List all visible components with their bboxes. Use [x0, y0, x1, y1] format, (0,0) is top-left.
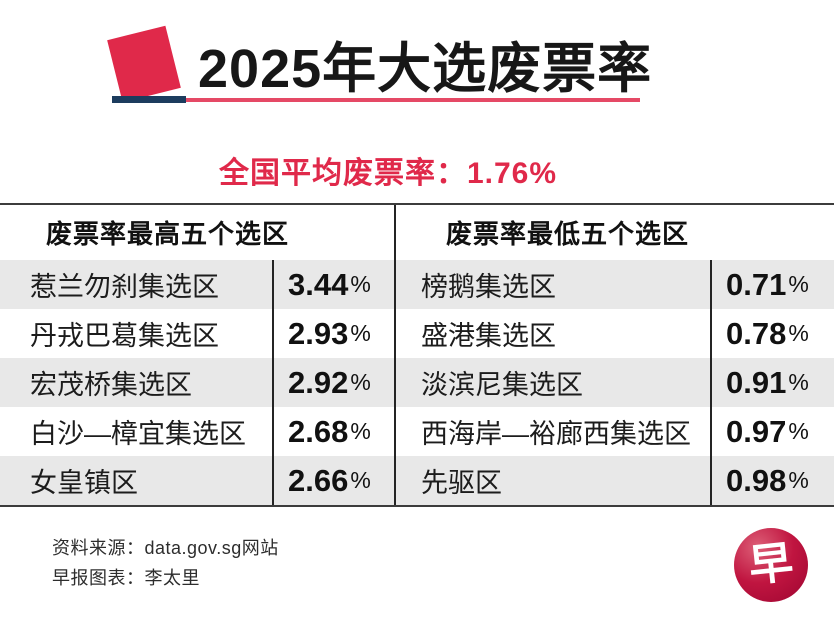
title-underline: [112, 98, 640, 102]
table-row: 西海岸—裕廊西集选区 0.97%: [396, 407, 834, 456]
table-row: 先驱区 0.98%: [396, 456, 834, 505]
percent-sign: %: [350, 369, 371, 395]
rate-number: 0.71: [726, 266, 787, 302]
table-row: 白沙—樟宜集选区 2.68%: [0, 407, 394, 456]
zaobao-logo: 早: [734, 528, 808, 602]
constituency-name: 西海岸—裕廊西集选区: [421, 419, 691, 449]
rate-number: 2.68: [288, 413, 349, 449]
rate-cell: 0.91%: [710, 358, 834, 407]
rate-cell: 2.92%: [272, 358, 394, 407]
percent-sign: %: [350, 467, 371, 493]
national-average-value: 1.76%: [466, 157, 558, 190]
rate-cell: 2.68%: [272, 407, 394, 456]
rate-cell: 0.98%: [710, 456, 834, 505]
ballot-box-slot-icon: [112, 96, 186, 103]
data-source-line: 资料来源：data.gov.sg网站: [52, 538, 279, 558]
percent-sign: %: [350, 271, 371, 297]
zaobao-logo-character: 早: [746, 537, 796, 592]
rate-cell: 0.97%: [710, 407, 834, 456]
table-row: 惹兰勿刹集选区 3.44%: [0, 260, 394, 309]
rate-number: 3.44: [288, 266, 349, 302]
percent-sign: %: [788, 467, 809, 493]
rate-cell: 2.66%: [272, 456, 394, 505]
rate-cell: 0.71%: [710, 260, 834, 309]
constituency-name: 榜鹅集选区: [421, 272, 556, 302]
lowest-rates-column: 废票率最低五个选区 榜鹅集选区 0.71% 盛港集选区 0.78% 淡滨尼集选区…: [396, 205, 834, 505]
percent-sign: %: [350, 418, 371, 444]
percent-sign: %: [788, 320, 809, 346]
constituency-name: 先驱区: [421, 468, 502, 498]
table-row: 淡滨尼集选区 0.91%: [396, 358, 834, 407]
page-title: 2025年大选废票率: [198, 39, 653, 99]
highest-rates-header: 废票率最高五个选区: [46, 219, 290, 249]
percent-sign: %: [788, 418, 809, 444]
footer-credits: 资料来源：data.gov.sg网站 早报图表：李太里: [52, 533, 279, 593]
lowest-rates-header: 废票率最低五个选区: [446, 219, 690, 249]
constituency-name: 丹戎巴葛集选区: [30, 321, 219, 351]
percent-sign: %: [788, 271, 809, 297]
table-row: 宏茂桥集选区 2.92%: [0, 358, 394, 407]
constituency-name: 淡滨尼集选区: [421, 370, 583, 400]
table-row: 榜鹅集选区 0.71%: [396, 260, 834, 309]
rate-cell: 2.93%: [272, 309, 394, 358]
national-average-label: 全国平均废票率：: [218, 157, 467, 190]
rate-number: 0.98: [726, 462, 787, 498]
spoiled-vote-table: 废票率最高五个选区 惹兰勿刹集选区 3.44% 丹戎巴葛集选区 2.93% 宏茂…: [0, 203, 834, 507]
table-row: 女皇镇区 2.66%: [0, 456, 394, 505]
rate-number: 0.78: [726, 315, 787, 351]
rate-cell: 0.78%: [710, 309, 834, 358]
ballot-paper-icon: [107, 25, 181, 103]
rate-cell: 3.44%: [272, 260, 394, 309]
constituency-name: 白沙—樟宜集选区: [30, 419, 246, 449]
constituency-name: 宏茂桥集选区: [30, 370, 192, 400]
constituency-name: 盛港集选区: [421, 321, 556, 351]
national-average-line: 全国平均废票率：1.76%: [0, 148, 776, 192]
constituency-name: 惹兰勿刹集选区: [30, 272, 219, 302]
table-row: 丹戎巴葛集选区 2.93%: [0, 309, 394, 358]
highest-rates-column: 废票率最高五个选区 惹兰勿刹集选区 3.44% 丹戎巴葛集选区 2.93% 宏茂…: [0, 205, 396, 505]
rate-number: 0.97: [726, 413, 787, 449]
percent-sign: %: [350, 320, 371, 346]
constituency-name: 女皇镇区: [30, 468, 138, 498]
percent-sign: %: [788, 369, 809, 395]
table-row: 盛港集选区 0.78%: [396, 309, 834, 358]
rate-number: 2.92: [288, 364, 349, 400]
rate-number: 2.66: [288, 462, 349, 498]
chart-credit-line: 早报图表：李太里: [52, 568, 200, 588]
rate-number: 0.91: [726, 364, 787, 400]
rate-number: 2.93: [288, 315, 349, 351]
